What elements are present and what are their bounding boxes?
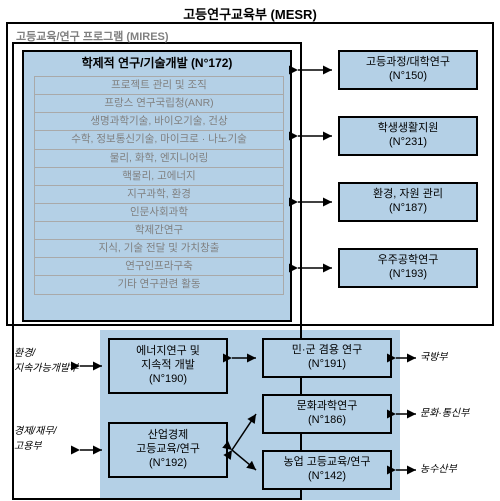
connector-arrows (0, 0, 500, 501)
